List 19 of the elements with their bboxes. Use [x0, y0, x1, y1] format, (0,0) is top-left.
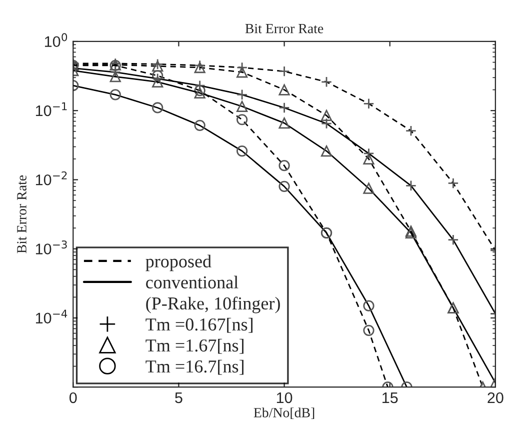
- y-tick-label: 10$^{−4}$: [36, 310, 68, 324]
- x-tick-label: 5: [175, 392, 182, 404]
- annotation: Tm =16.7[ns]: [146, 360, 244, 375]
- annotation: (P-Rake, 10finger): [146, 296, 280, 314]
- x-axis-title: Eb/No[dB]: [254, 408, 314, 420]
- y-tick-label: 10$^{0}$: [44, 33, 68, 48]
- annotation: conventional: [146, 276, 238, 288]
- annotation: Tm =1.67[ns]: [146, 338, 244, 354]
- x-tick-label: 15: [382, 392, 398, 404]
- annotation: Tm =0.167[ns]: [146, 318, 252, 333]
- y-tick-label: 10$^{−1}$: [36, 102, 67, 116]
- y-axis-title: Bit Error Rate: [17, 175, 26, 254]
- y-tick-label: 10$^{−2}$: [36, 171, 67, 186]
- y-tick-label: 10$^{−3}$: [36, 240, 67, 254]
- chart-title: Bit Error Rate: [245, 24, 324, 34]
- annotation: proposed: [146, 254, 212, 272]
- x-tick-label: 0: [69, 392, 77, 404]
- x-tick-label: 10: [276, 392, 292, 404]
- x-tick-label: 20: [488, 392, 504, 404]
